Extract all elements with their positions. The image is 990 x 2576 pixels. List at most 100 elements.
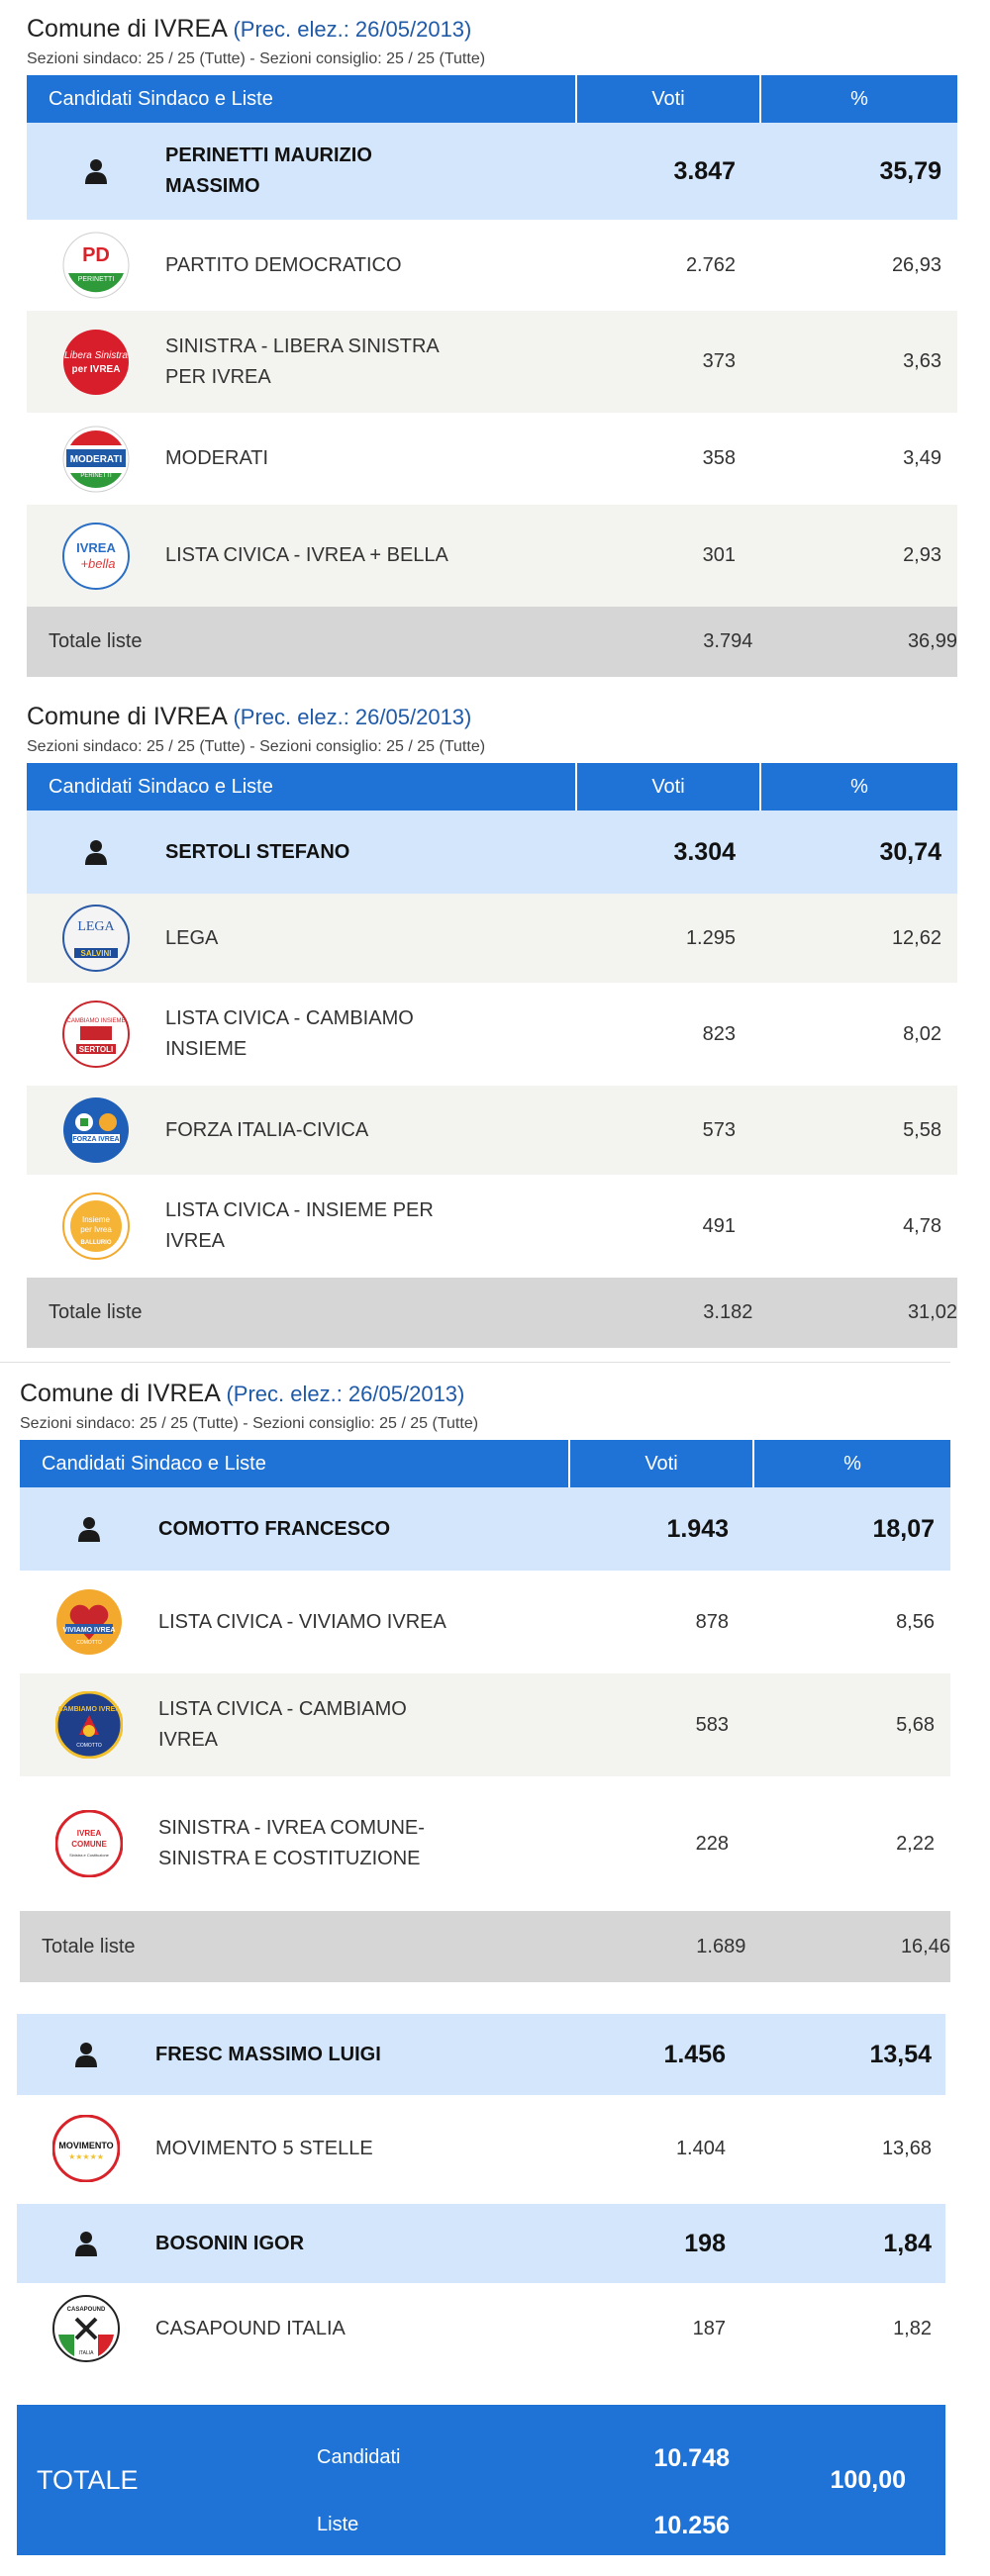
cambiamo-ivrea-logo: CAMBIAMO IVREA COMOTTO [20,1691,158,1759]
ivrea-bella-logo: IVREA +bella [27,522,165,590]
grand-total-percent: 100,00 [830,2466,906,2494]
svg-text:+bella: +bella [80,556,115,571]
header-percent: % [850,776,868,798]
list-votes: 878 [695,1610,729,1633]
candidate-percent: 30,74 [879,837,941,866]
casapound-logo: CASAPOUND ITALIA [17,2295,155,2362]
list-row[interactable]: IVREA +bella LISTA CIVICA - IVREA + BELLA… [27,505,957,607]
total-lists-row: Totale liste 1.689 16,46 [20,1911,950,1982]
candidate-name: COMOTTO FRANCESCO [158,1517,391,1540]
list-row[interactable]: PD PERINETTI PARTITO DEMOCRATICO 2.762 26… [27,220,957,311]
list-name: MOVIMENTO 5 STELLE [155,2137,373,2159]
list-row[interactable]: LEGA SALVINI LEGA 1.295 12,62 [27,894,957,983]
list-votes: 573 [702,1118,736,1141]
candidate-row[interactable]: BOSONIN IGOR 198 1,84 [17,2204,945,2283]
list-percent: 4,78 [903,1214,941,1237]
list-percent: 8,56 [896,1610,935,1633]
list-name: SINISTRA - IVREA COMUNE-SINISTRA E COSTI… [158,1817,425,1869]
svg-text:PERINETTI: PERINETTI [78,276,115,283]
list-votes: 228 [695,1832,729,1855]
svg-text:Insieme: Insieme [82,1215,111,1224]
candidate-row[interactable]: FRESC MASSIMO LUIGI 1.456 13,54 [17,2014,945,2095]
list-row[interactable]: CASAPOUND ITALIA CASAPOUND ITALIA 187 1,8… [17,2283,945,2374]
list-row[interactable]: MODERATI PERINETTI MODERATI 358 3,49 [27,413,957,505]
svg-text:VIVIAMO IVREA: VIVIAMO IVREA [63,1627,116,1634]
table-header: Candidati Sindaco e Liste Voti % [27,763,957,811]
svg-text:★★★★★: ★★★★★ [68,2152,104,2161]
candidate-name: FRESC MASSIMO LUIGI [155,2043,381,2065]
list-votes: 583 [695,1713,729,1736]
svg-text:per Ivrea: per Ivrea [80,1225,112,1234]
svg-text:FORZA IVREA: FORZA IVREA [72,1136,119,1143]
previous-election-link[interactable]: (Prec. elez.: 26/05/2013) [233,705,472,729]
list-row[interactable]: MOVIMENTO ★★★★★ MOVIMENTO 5 STELLE 1.404 … [17,2095,945,2202]
total-lists-row: Totale liste 3.182 31,02 [27,1278,957,1348]
candidate-votes: 1.456 [663,2040,726,2068]
svg-text:SERTOLI: SERTOLI [79,1045,114,1054]
list-name: LEGA [165,926,219,949]
total-lists-label: Totale liste [42,1935,136,1957]
total-lists-label: Totale liste [49,630,143,652]
candidates-total-label: Candidati [317,2446,401,2468]
sections-count: Sezioni sindaco: 25 / 25 (Tutte) - Sezio… [27,50,486,67]
previous-election-link[interactable]: (Prec. elez.: 26/05/2013) [226,1382,465,1406]
total-lists-votes: 3.794 [703,630,753,652]
results-section-sertoli: Comune di IVREA (Prec. elez.: 26/05/2013… [27,700,957,1348]
candidate-percent: 13,54 [869,2040,932,2068]
total-lists-row: Totale liste 3.794 36,99 [27,607,957,677]
list-votes: 823 [702,1022,736,1045]
results-section-comotto: Comune di IVREA (Prec. elez.: 26/05/2013… [20,1377,950,1982]
sections-count: Sezioni sindaco: 25 / 25 (Tutte) - Sezio… [20,1415,479,1432]
total-lists-votes: 1.689 [696,1935,746,1957]
list-row[interactable]: Libera Sinistra per IVREA SINISTRA - LIBE… [27,311,957,413]
header-votes: Voti [570,1440,754,1487]
insieme-per-ivrea-logo: Insieme per Ivrea BALLURIO [27,1193,165,1260]
person-icon [20,1516,158,1542]
lega-logo: LEGA SALVINI [27,905,165,972]
candidate-name: PERINETTI MAURIZIO MASSIMO [165,144,372,197]
candidate-percent: 1,84 [883,2229,932,2257]
previous-election-link[interactable]: (Prec. elez.: 26/05/2013) [233,17,472,42]
section-title: Comune di IVREA (Prec. elez.: 26/05/2013… [27,700,957,733]
list-votes: 491 [702,1214,736,1237]
forza-italia-logo: FORZA IVREA [27,1097,165,1164]
list-votes: 301 [702,544,736,566]
header-votes: Voti [577,763,761,811]
list-votes: 1.295 [685,926,736,949]
header-candidates: Candidati Sindaco e Liste [20,1440,570,1487]
svg-text:PERINETTI: PERINETTI [80,473,112,479]
list-row[interactable]: Insieme per Ivrea BALLURIO LISTA CIVICA - … [27,1175,957,1278]
list-row[interactable]: IVREA COMUNE Sinistra e Costituzione SINIS… [20,1776,950,1911]
header-candidates: Candidati Sindaco e Liste [27,75,577,123]
candidate-row[interactable]: COMOTTO FRANCESCO 1.943 18,07 [20,1487,950,1571]
list-name: PARTITO DEMOCRATICO [165,253,402,276]
total-lists-label: Totale liste [49,1301,143,1323]
list-row[interactable]: CAMBIAMO INSIEME SERTOLI LISTA CIVICA - C… [27,983,957,1086]
svg-text:LEGA: LEGA [77,919,115,934]
list-percent: 26,93 [891,253,941,276]
list-row[interactable]: VIVIAMO IVREA COMOTTO LISTA CIVICA - VIVI… [20,1571,950,1673]
list-row[interactable]: CAMBIAMO IVREA COMOTTO LISTA CIVICA - CAM… [20,1673,950,1776]
candidate-percent: 35,79 [879,156,941,185]
cambiamo-insieme-logo: CAMBIAMO INSIEME SERTOLI [27,1001,165,1068]
candidate-votes: 3.847 [673,156,736,185]
list-percent: 12,62 [891,926,941,949]
svg-text:COMOTTO: COMOTTO [76,1640,102,1646]
list-name: LISTA CIVICA - CAMBIAMO IVREA [158,1698,407,1751]
candidate-row[interactable]: PERINETTI MAURIZIO MASSIMO 3.847 35,79 [27,123,957,220]
svg-text:Sinistra e Costituzione: Sinistra e Costituzione [69,1853,110,1858]
partito-democratico-logo: PD PERINETTI [27,232,165,299]
movimento-5-stelle-logo: MOVIMENTO ★★★★★ [17,2115,155,2182]
candidate-name: SERTOLI STEFANO [165,840,350,863]
list-name: LISTA CIVICA - IVREA + BELLA [165,544,448,566]
list-name: SINISTRA - LIBERA SINISTRA PER IVREA [165,334,439,388]
list-percent: 5,68 [896,1713,935,1736]
comune-title: Comune di IVREA [27,703,227,730]
list-percent: 2,22 [896,1832,935,1855]
list-name: MODERATI [165,447,269,469]
list-row[interactable]: FORZA IVREA FORZA ITALIA-CIVICA 573 5,58 [27,1086,957,1175]
total-lists-percent: 31,02 [907,1301,957,1323]
candidate-row[interactable]: SERTOLI STEFANO 3.304 30,74 [27,811,957,894]
total-lists-percent: 16,46 [900,1935,950,1957]
svg-text:MODERATI: MODERATI [70,454,123,465]
